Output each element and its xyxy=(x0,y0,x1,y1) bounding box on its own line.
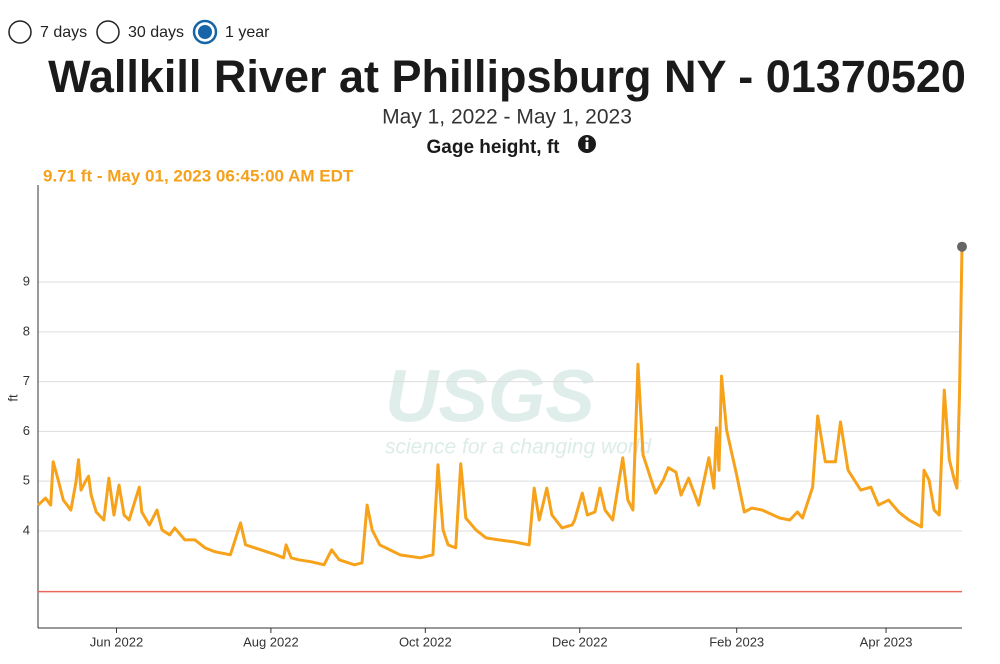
radio-label[interactable]: 1 year xyxy=(225,24,270,41)
data-line xyxy=(36,246,964,567)
grid: 4 5 6 7 8 9 Jun 2022 Aug 2022 Oct 2022 Dec 2022 Fe… xyxy=(23,185,962,649)
watermark-logo: USGS xyxy=(385,355,595,438)
radio-label[interactable]: 7 days xyxy=(40,24,87,41)
radio-button[interactable] xyxy=(8,20,32,44)
plot xyxy=(36,241,967,593)
latest-point xyxy=(957,241,967,252)
watermark-tagline: science for a changing world xyxy=(385,436,652,459)
x-tick-label: Apr 2023 xyxy=(860,634,913,649)
range-option[interactable]: 7 days xyxy=(8,20,87,44)
radio-label[interactable]: 30 days xyxy=(128,24,184,41)
range-option[interactable]: 30 days xyxy=(96,20,184,44)
x-tick-label: Jun 2022 xyxy=(90,634,144,649)
x-tick-label: Dec 2022 xyxy=(552,634,608,649)
chart-title: Wallkill River at Phillipsburg NY - 0137… xyxy=(48,51,966,102)
parameter-label: Gage height, ft xyxy=(427,137,561,158)
range-selector: 7 days 30 days 1 year xyxy=(8,19,270,45)
info-icon[interactable] xyxy=(578,135,596,153)
x-tick-label: Oct 2022 xyxy=(399,634,452,649)
x-tick-label: Feb 2023 xyxy=(709,634,764,649)
y-tick-label: 4 xyxy=(23,522,30,537)
radio-button[interactable] xyxy=(96,20,120,44)
chart-subtitle: May 1, 2022 - May 1, 2023 xyxy=(382,106,632,129)
y-tick-label: 8 xyxy=(23,323,30,338)
value-readout: 9.71 ft - May 01, 2023 06:45:00 AM EDT xyxy=(43,166,354,185)
y-tick-label: 6 xyxy=(23,423,30,438)
range-option[interactable]: 1 year xyxy=(192,19,270,45)
radio-dot xyxy=(198,25,212,39)
x-tick-label: Aug 2022 xyxy=(243,634,299,649)
y-axis-label: ft xyxy=(5,394,20,402)
y-tick-label: 7 xyxy=(23,373,30,388)
y-tick-label: 9 xyxy=(23,273,30,288)
y-tick-label: 5 xyxy=(23,473,30,488)
